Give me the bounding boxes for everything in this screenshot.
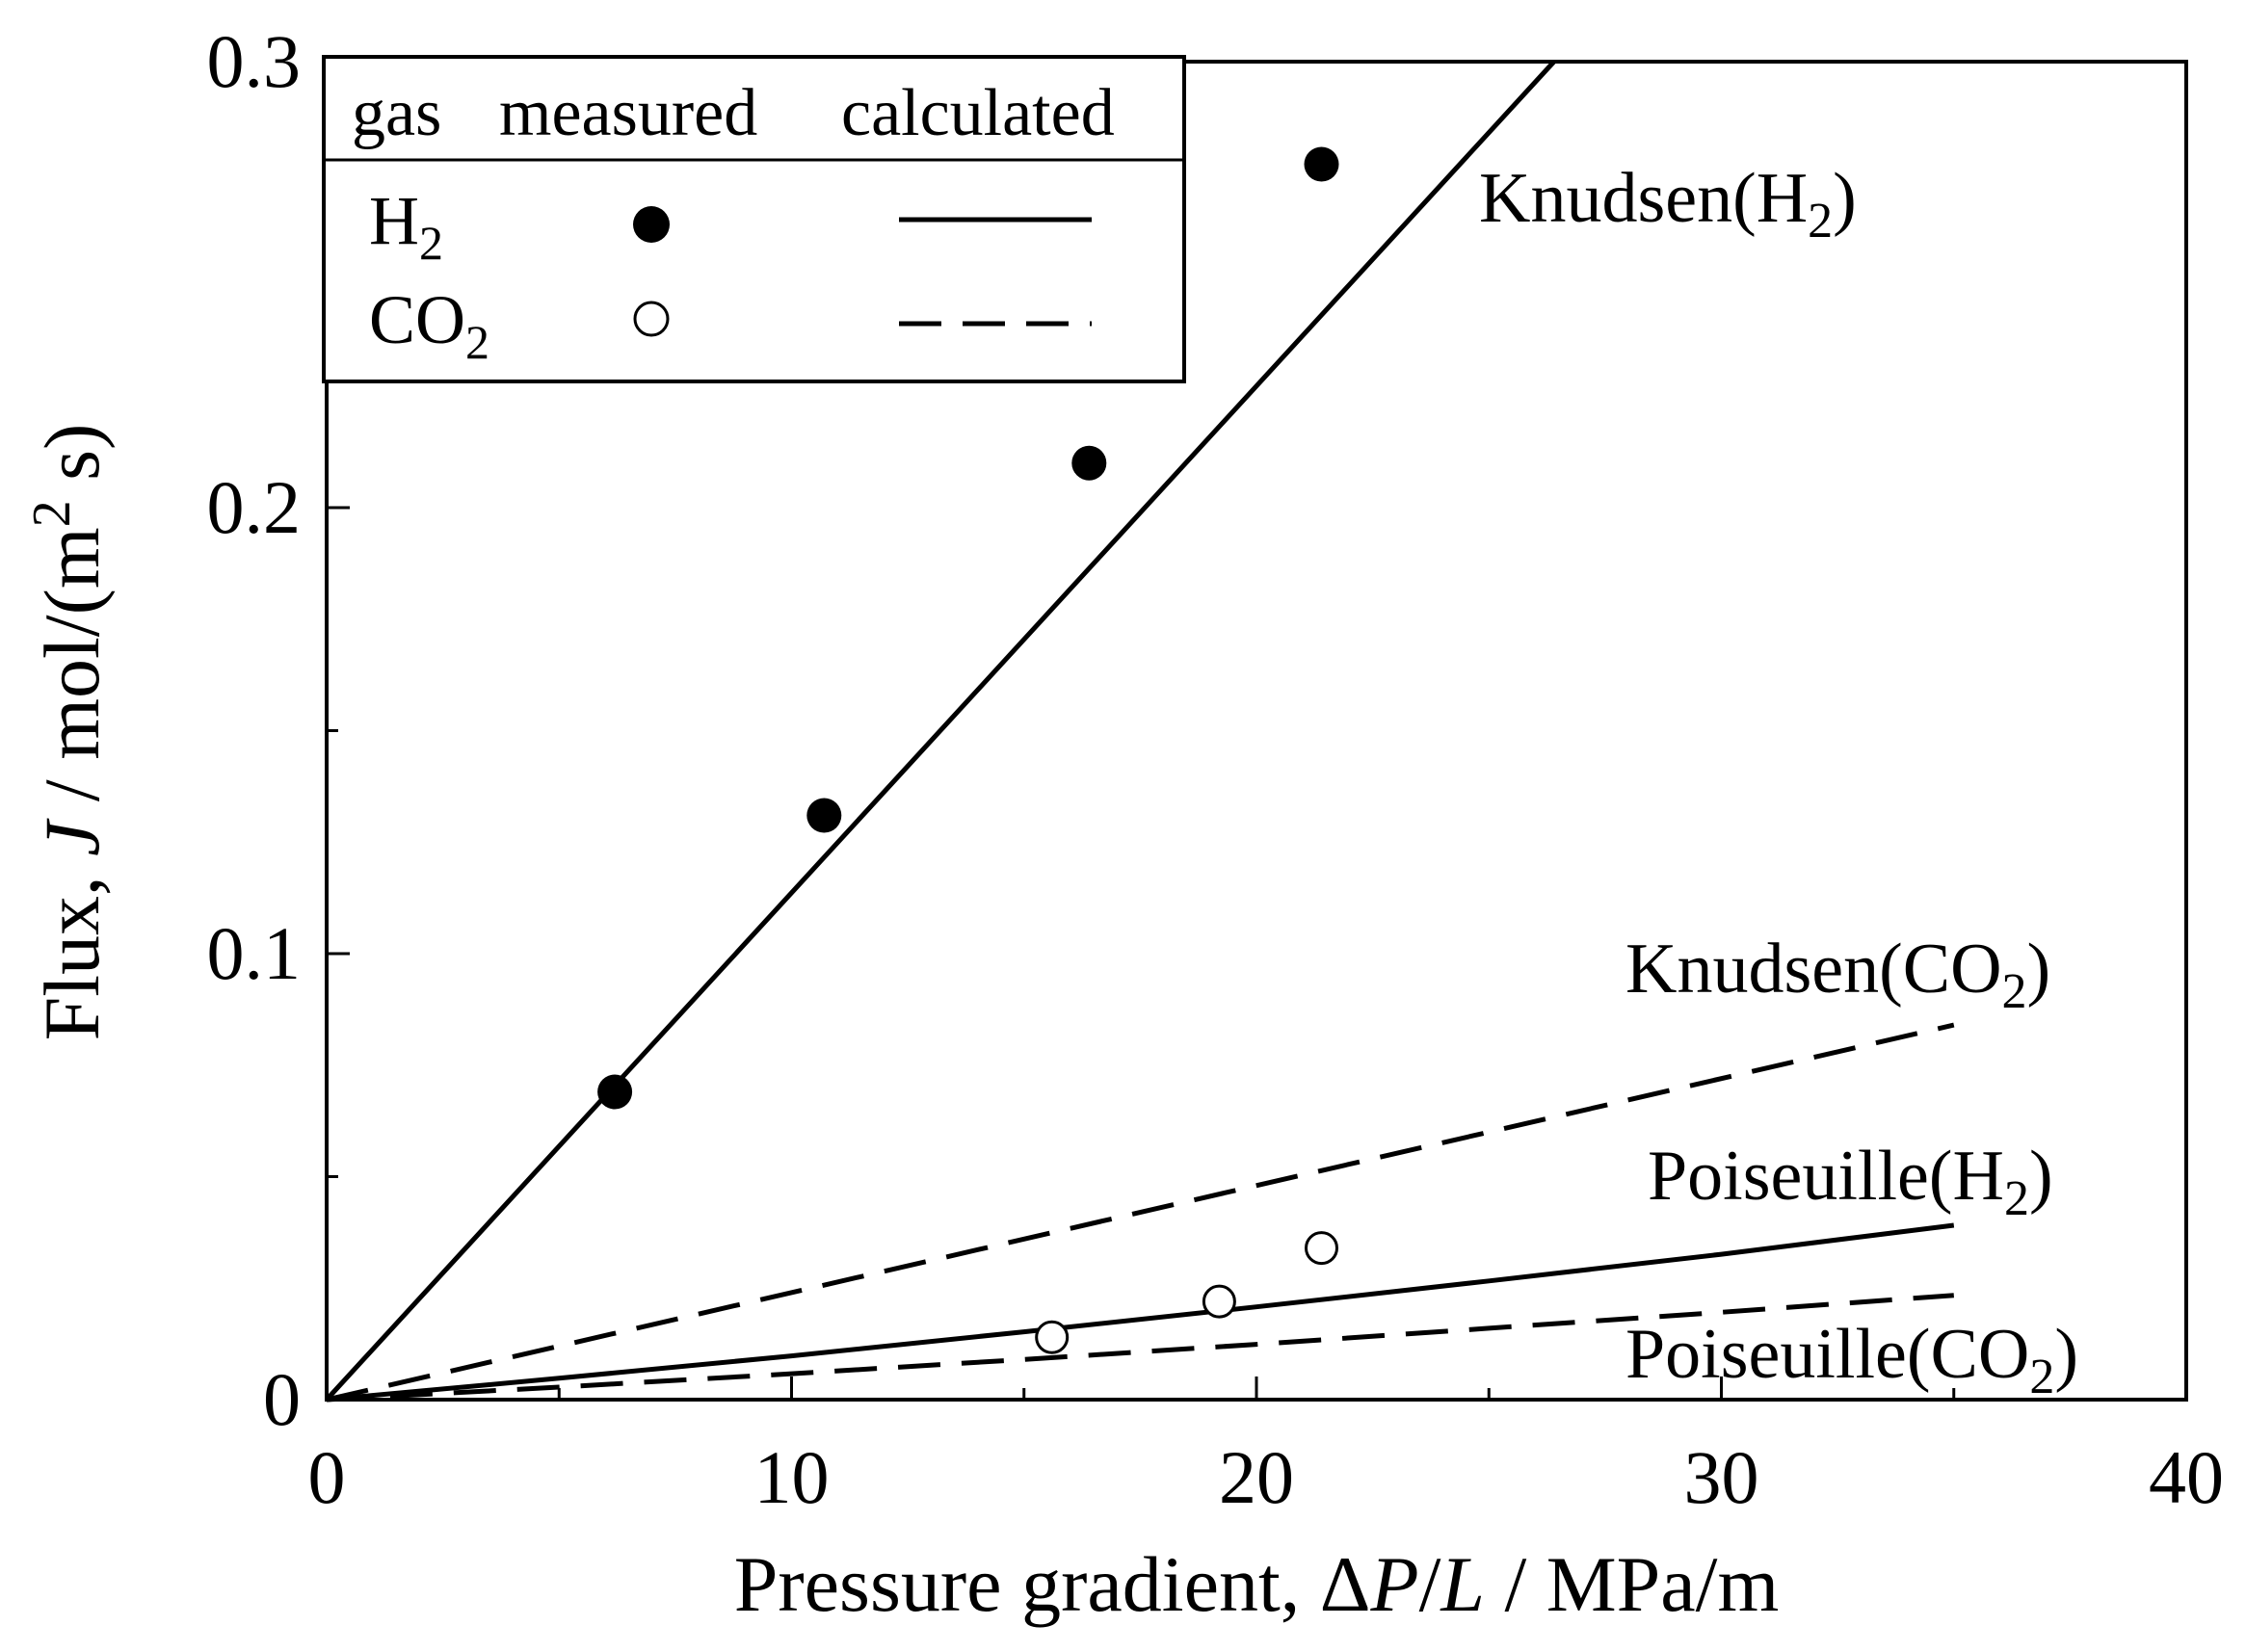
series-label-knudsen-h2: Knudsen(H2)	[1479, 159, 1857, 249]
y-axis-label: Flux, J / mol/(m2 s)	[22, 424, 116, 1041]
marker-co2-2	[1305, 1231, 1338, 1266]
y-tick-label-0-1: 0.1	[207, 911, 302, 995]
y-tick-label-0-3: 0.3	[207, 19, 302, 103]
marker-h2-1	[806, 798, 842, 833]
y-tick-label-0-2: 0.2	[207, 465, 302, 549]
marker-co2-0	[1035, 1320, 1070, 1354]
series-line-poiseuille-h2	[326, 1222, 1955, 1403]
series-layer	[325, 60, 1955, 1403]
x-tick-label-20: 20	[1219, 1435, 1294, 1519]
marker-h2-0	[597, 1074, 633, 1110]
legend-header-gas: gas	[352, 76, 441, 150]
marker-co2-1	[1202, 1284, 1236, 1319]
legend-gas-h2: H2	[369, 182, 443, 270]
legend-marker-filled-circle	[633, 206, 670, 243]
legend: gas measured calculated H2 CO2	[322, 55, 1186, 383]
series-line-knudsen-h2	[325, 60, 1556, 1402]
y-tick-label-0: 0	[263, 1357, 301, 1441]
series-line-poiseuille-co2	[326, 1293, 1954, 1403]
marker-h2-2	[1071, 445, 1107, 481]
x-tick-label-0: 0	[308, 1435, 346, 1519]
legend-header-measured: measured	[499, 76, 757, 150]
marker-h2-3	[1304, 146, 1339, 182]
legend-header-calculated: calculated	[841, 76, 1115, 150]
x-tick-label-30: 30	[1684, 1435, 1759, 1519]
x-axis-label: Pressure gradient, ΔP/L / MPa/m	[734, 1540, 1780, 1628]
legend-marker-open-circle	[633, 301, 670, 337]
series-label-knudsen-co2: Knudsen(CO2)	[1625, 930, 2050, 1019]
series-label-poiseuille-h2: Poiseuille(H2)	[1648, 1137, 2053, 1226]
series-line-knudsen-co2	[326, 1022, 1955, 1403]
x-tick-label-40: 40	[2149, 1435, 2224, 1519]
legend-gas-co2: CO2	[369, 281, 489, 369]
marker-layer	[597, 146, 1339, 1354]
tick-label-layer: 0 10 20 30 40 0 0.1 0.2 0.3	[207, 19, 2225, 1519]
series-label-poiseuille-co2: Poiseuille(CO2)	[1625, 1315, 2078, 1404]
x-tick-label-10: 10	[754, 1435, 830, 1519]
